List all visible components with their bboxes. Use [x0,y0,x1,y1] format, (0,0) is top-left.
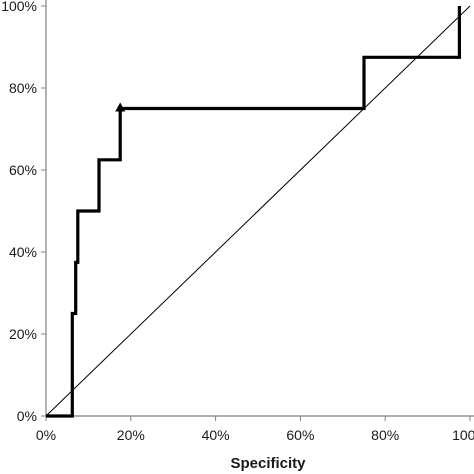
reference-diagonal-line [45,5,471,417]
x-tick-label: 20% [117,427,145,443]
x-tick-label: 0% [36,427,56,443]
y-tick-label: 100% [1,0,37,14]
y-tick-label: 0% [17,408,37,424]
y-tick-label: 60% [9,162,37,178]
y-tick-label: 20% [9,326,37,342]
series-group [45,5,471,418]
roc-marker-triangle [115,102,126,112]
x-tick-labels: 0% 20% 40% 60% 80% 100% [36,427,474,443]
y-tick-label: 40% [9,244,37,260]
x-tick-label: 80% [371,427,399,443]
roc-step-line [46,6,461,418]
x-tick-label: 60% [286,427,314,443]
x-tick-label: 40% [202,427,230,443]
y-tick-labels: 0% 20% 40% 60% 80% 100% [1,0,37,424]
x-axis-label: Specificity [230,455,306,472]
y-tick-label: 80% [9,80,37,96]
axes [41,0,474,421]
x-tick-label: 100% [452,427,474,443]
